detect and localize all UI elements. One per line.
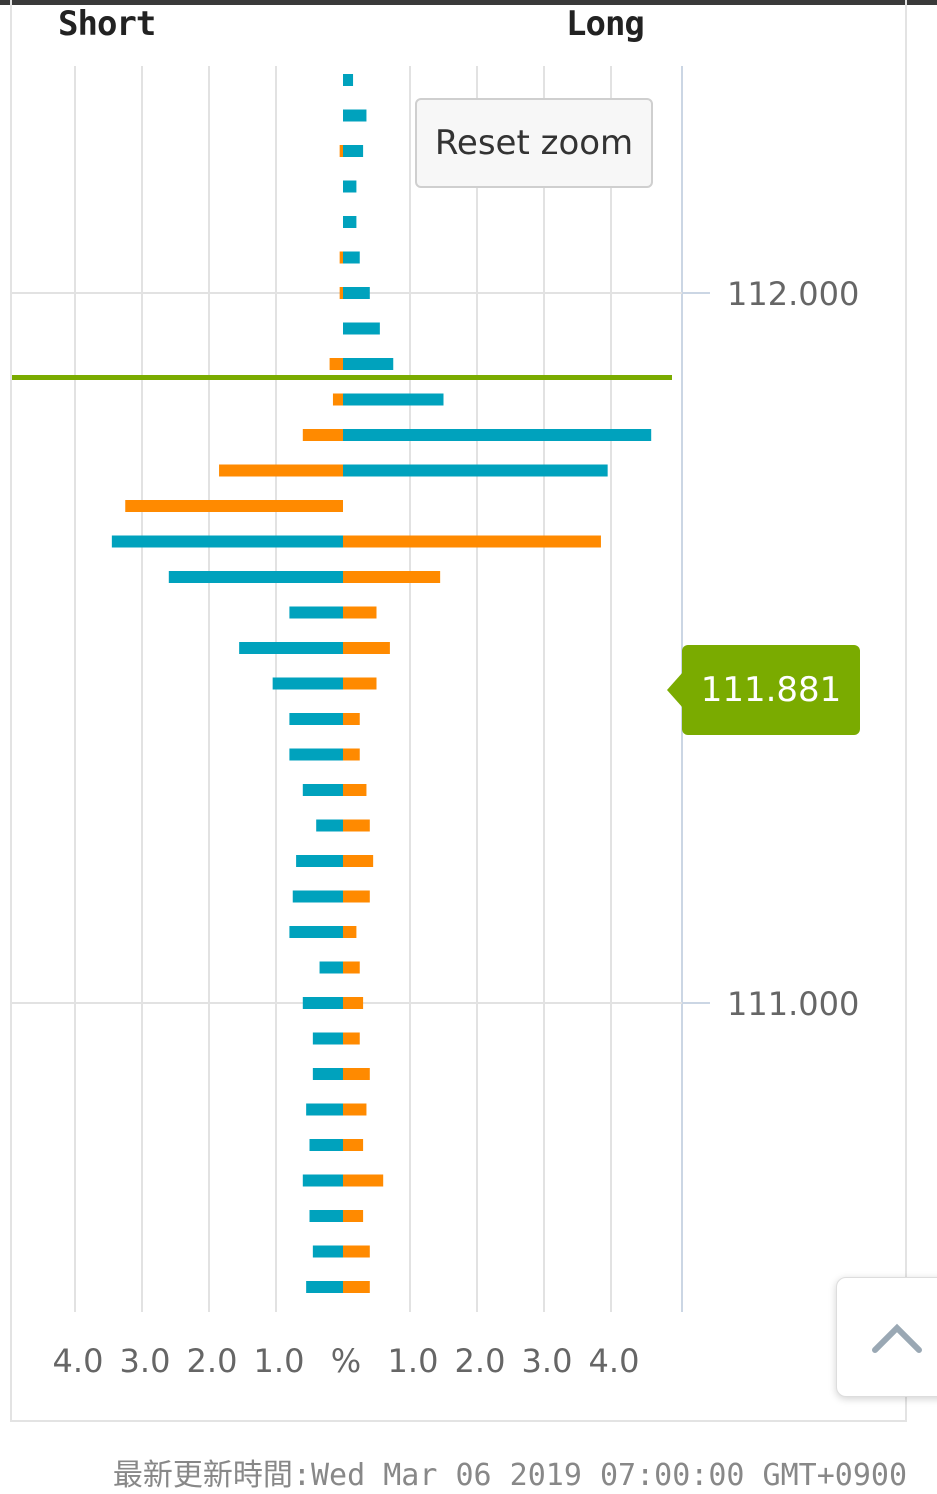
short-bar-orange [339, 251, 343, 264]
short-bar-blue [289, 748, 343, 761]
chevron-up-icon [872, 1323, 922, 1353]
long-bar-blue [343, 180, 357, 193]
long-bar-orange [343, 535, 601, 548]
top-rule [0, 0, 937, 5]
short-bar-blue [312, 1245, 343, 1258]
short-bar-orange [339, 145, 343, 157]
scroll-to-top-button[interactable] [836, 1277, 937, 1397]
short-bar-blue [316, 819, 343, 832]
short-bar-blue [302, 784, 343, 796]
short-bar-blue [292, 890, 343, 903]
reset-zoom-button[interactable]: Reset zoom [415, 98, 653, 188]
long-bar-blue [343, 145, 364, 157]
long-bar-blue [343, 429, 652, 441]
x-tick-label: 3.0 [120, 1342, 171, 1380]
x-tick-label: 1.0 [388, 1342, 439, 1380]
long-bar-orange [343, 890, 370, 903]
long-bar-orange [343, 819, 370, 832]
long-bar-orange [343, 855, 374, 867]
long-bar-orange [343, 1103, 367, 1116]
x-tick-label: 3.0 [522, 1342, 573, 1380]
current-price-label: 111.881 [667, 645, 860, 735]
update-timestamp: Wed Mar 06 2019 07:00:00 GMT+0900 [310, 1458, 907, 1493]
short-bar-blue [309, 1139, 343, 1151]
x-tick-label: 2.0 [187, 1342, 238, 1380]
long-bar-orange [343, 1174, 384, 1187]
long-bar-blue [343, 464, 608, 477]
short-bar-orange [302, 429, 343, 441]
short-bar-blue [309, 1210, 343, 1222]
long-bar-blue [343, 216, 357, 228]
long-bar-orange [343, 1210, 364, 1222]
long-bar-blue [343, 322, 380, 335]
long-bar-orange [343, 748, 360, 761]
long-bar-orange [343, 926, 357, 938]
y-tick-label: 111.000 [727, 985, 859, 1023]
short-bar-blue [312, 1068, 343, 1080]
short-bar-blue [306, 1103, 343, 1116]
long-bar-orange [343, 571, 441, 583]
short-bar-blue [289, 926, 343, 938]
short-bar-blue [289, 606, 343, 619]
long-bar-blue [343, 251, 360, 264]
short-bar-orange [339, 287, 343, 299]
long-bar-orange [343, 1245, 370, 1258]
short-bar-orange [332, 393, 343, 406]
long-bar-orange [343, 1139, 364, 1151]
short-bar-blue [111, 535, 343, 548]
x-tick-label: 4.0 [589, 1342, 640, 1380]
y-tick-label: 112.000 [727, 275, 859, 313]
long-bar-orange [343, 784, 367, 796]
short-bar-blue [168, 571, 343, 583]
long-bar-orange [343, 677, 377, 690]
long-bar-blue [343, 74, 354, 86]
short-bar-blue [312, 1032, 343, 1045]
short-bar-blue [296, 855, 343, 867]
update-label: 最新更新時間: [112, 1458, 311, 1493]
long-bar-orange [343, 997, 364, 1009]
update-time: 最新更新時間:Wed Mar 06 2019 07:00:00 GMT+0900 [113, 1450, 907, 1494]
x-tick-label: % [331, 1342, 361, 1380]
order-book-chart: 113.000112.000111.0004.03.02.01.0%1.02.0… [12, 66, 859, 1380]
x-tick-label: 4.0 [53, 1342, 104, 1380]
long-bar-blue [343, 109, 367, 122]
short-bar-blue [239, 642, 343, 654]
short-bar-orange [329, 358, 343, 370]
long-label: Long [566, 4, 645, 44]
long-bar-orange [343, 606, 377, 619]
short-bar-orange [125, 500, 343, 512]
short-label: Short [58, 4, 156, 44]
short-bar-blue [272, 677, 343, 690]
long-bar-orange [343, 642, 390, 654]
long-bar-blue [343, 287, 370, 299]
short-bar-blue [289, 713, 343, 725]
long-bar-blue [343, 393, 444, 406]
short-bar-orange [219, 464, 343, 477]
x-tick-label: 1.0 [254, 1342, 305, 1380]
short-bar-blue [306, 1281, 343, 1293]
long-bar-blue [343, 358, 394, 370]
long-bar-orange [343, 1032, 360, 1045]
chart-frame [10, 0, 907, 1422]
long-bar-orange [343, 1281, 370, 1293]
long-bar-orange [343, 713, 360, 725]
short-bar-blue [302, 997, 343, 1009]
long-bar-orange [343, 1068, 370, 1080]
short-bar-blue [319, 961, 343, 974]
short-bar-blue [302, 1174, 343, 1187]
x-tick-label: 2.0 [455, 1342, 506, 1380]
long-bar-orange [343, 961, 360, 974]
